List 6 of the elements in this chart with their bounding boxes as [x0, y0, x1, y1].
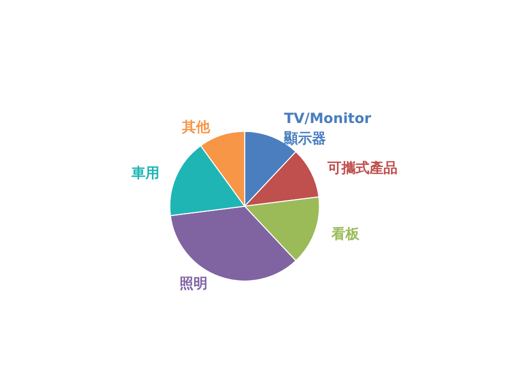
- slice-label: TV/Monitor 顯示器: [283, 111, 372, 148]
- slice-label: 看板: [330, 225, 361, 242]
- slice-label: 照明: [180, 276, 208, 292]
- slice-label: 可攜式產品: [326, 160, 398, 177]
- slice-label: 其他: [181, 119, 212, 136]
- slice-label: 車用: [130, 165, 160, 182]
